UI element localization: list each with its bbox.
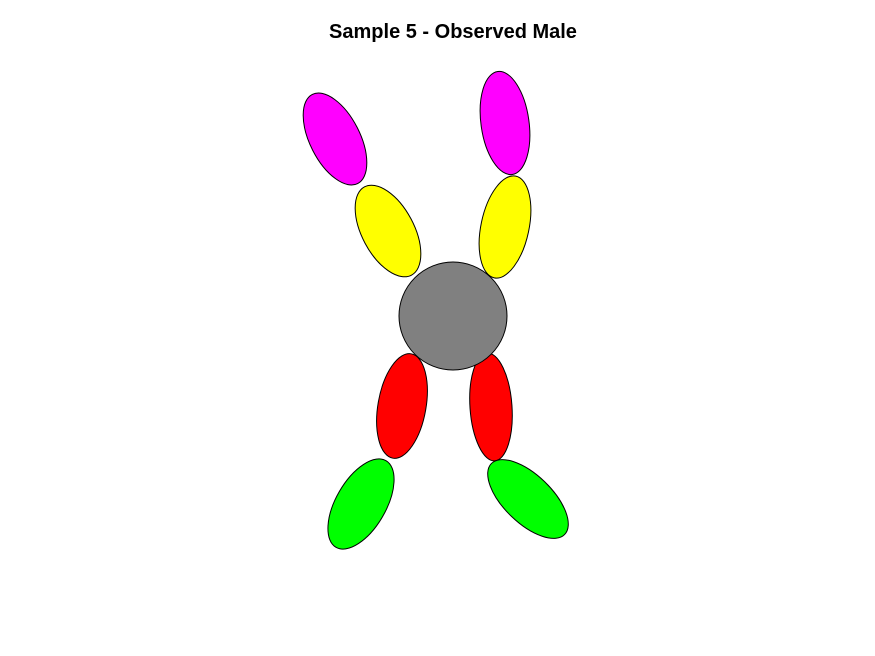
left-shin [327,458,395,550]
left-thigh [376,353,428,459]
left-forearm [302,92,368,186]
body-circle [398,261,508,371]
right-upper-arm [478,175,532,279]
right-forearm [479,70,531,176]
figure-title: Sample 5 - Observed Male [329,21,577,43]
right-shin [487,459,569,539]
left-upper-arm [354,184,422,278]
right-thigh [469,352,513,462]
